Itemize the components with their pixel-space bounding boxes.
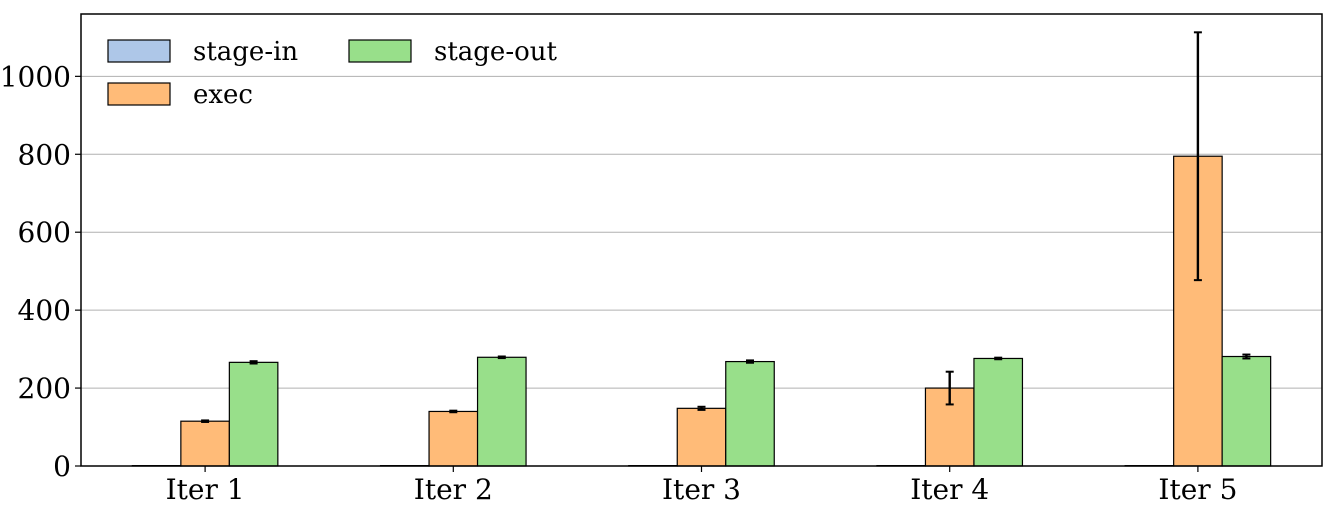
x-tick-label: Iter 3 [662, 473, 741, 506]
bar-stage-out [228, 361, 279, 467]
legend-label-exec: exec [193, 80, 253, 110]
y-tick-label: 1000 [0, 60, 71, 93]
bar-exec [428, 410, 479, 467]
legend-label-stage-out: stage-out [434, 37, 558, 67]
x-axis-ticks: Iter 1 Iter 2 Iter 3 Iter 4 Iter 5 [166, 466, 1237, 506]
x-tick-label: Iter 2 [414, 473, 493, 506]
bar-stage-out [725, 360, 775, 467]
y-tick-label: 600 [18, 216, 71, 249]
x-tick-label: Iter 4 [910, 473, 989, 506]
legend-swatch-exec [107, 82, 171, 106]
y-tick-label: 0 [53, 450, 71, 483]
x-tick-label: Iter 5 [1158, 473, 1237, 506]
bar-stage-out [973, 357, 1024, 467]
y-axis-ticks: 0 200 400 600 800 1000 [0, 60, 81, 483]
legend: stage-in exec stage-out [107, 37, 558, 110]
bar-exec [180, 420, 230, 467]
y-tick-label: 200 [18, 372, 71, 405]
grid-lines [81, 75, 1322, 389]
bar-stage-out [476, 356, 527, 467]
legend-swatch-stage-out [348, 39, 412, 63]
legend-label-stage-in: stage-in [193, 37, 298, 67]
legend-swatch-stage-in [107, 39, 171, 63]
bar-exec [676, 407, 727, 467]
bar-stage-out [1221, 355, 1272, 467]
bars [131, 155, 1272, 467]
x-tick-label: Iter 1 [166, 473, 245, 506]
y-tick-label: 800 [18, 138, 71, 171]
y-tick-label: 400 [18, 294, 71, 327]
error-bars [201, 31, 1251, 423]
